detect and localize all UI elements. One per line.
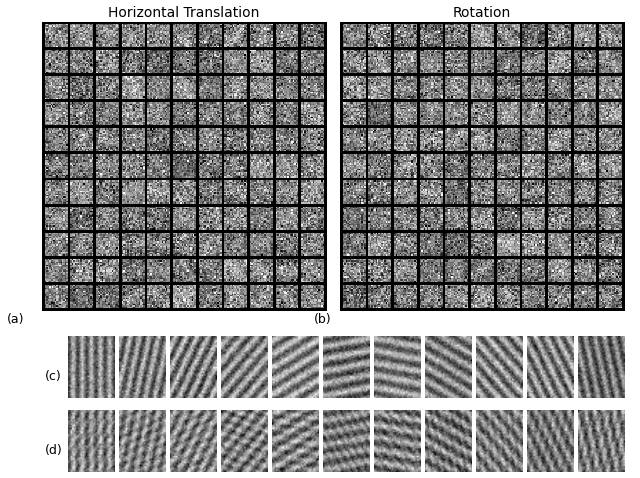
Text: (c): (c) [45,370,61,383]
Text: (a): (a) [6,313,24,326]
Title: Horizontal Translation: Horizontal Translation [108,6,259,21]
Text: (b): (b) [314,313,332,326]
Text: (d): (d) [45,444,62,457]
Title: Rotation: Rotation [453,6,511,21]
